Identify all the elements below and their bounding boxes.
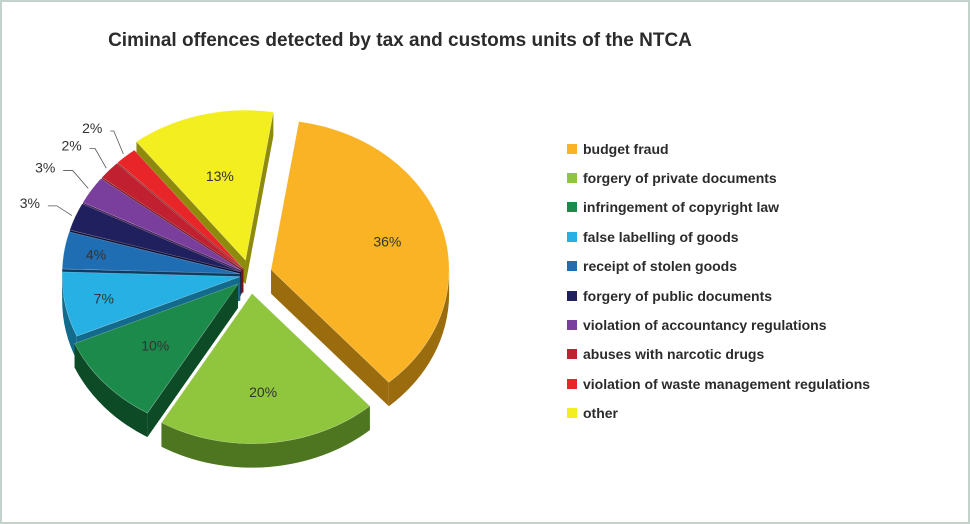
legend-item-forgery-of-private-documents: forgery of private documents — [567, 163, 870, 192]
slice-top-budget-fraud — [270, 121, 450, 383]
data-label-infringement-of-copyright-law: 10% — [141, 337, 169, 353]
data-label-violation-of-waste-management-regulations: 2% — [82, 120, 102, 136]
legend-label-forgery-of-private-documents: forgery of private documents — [583, 170, 777, 187]
legend-swatch-receipt-of-stolen-goods — [567, 261, 577, 272]
legend-label-budget-fraud: budget fraud — [583, 140, 669, 157]
slice-wall-budget-fraud-1 — [271, 269, 389, 407]
data-label-violation-of-accountancy-regulations: 3% — [35, 160, 55, 176]
legend-label-forgery-of-public-documents: forgery of public documents — [583, 287, 773, 304]
legend-swatch-budget-fraud — [567, 143, 577, 154]
slice-top-violation-of-waste-management-regulations — [117, 149, 244, 269]
slice-top-infringement-of-copyright-law — [74, 283, 239, 414]
leader-line-forgery-of-public-documents — [47, 205, 73, 216]
legend-item-violation-of-accountancy-regulations: violation of accountancy regulations — [567, 310, 870, 339]
slice-top-other — [135, 109, 274, 261]
slice-wall-infringement-of-copyright-law-0 — [147, 283, 238, 438]
legend-swatch-forgery-of-public-documents — [567, 290, 577, 301]
legend-label-false-labelling-of-goods: false labelling of goods — [583, 228, 739, 245]
legend-label-receipt-of-stolen-goods: receipt of stolen goods — [583, 258, 738, 275]
legend-item-abuses-with-narcotic-drugs: abuses with narcotic drugs — [567, 340, 870, 369]
slice-rim-forgery-of-private-documents-0 — [161, 406, 370, 468]
data-label-abuses-with-narcotic-drugs: 2% — [61, 137, 81, 153]
data-label-budget-fraud: 36% — [373, 233, 401, 249]
legend-label-abuses-with-narcotic-drugs: abuses with narcotic drugs — [583, 346, 765, 363]
legend-swatch-abuses-with-narcotic-drugs — [567, 349, 577, 360]
legend-swatch-false-labelling-of-goods — [567, 231, 577, 242]
data-label-forgery-of-private-documents: 20% — [249, 384, 277, 400]
legend-item-infringement-of-copyright-law: infringement of copyright law — [567, 193, 870, 222]
slice-infringement-of-copyright-law — [74, 283, 239, 438]
slice-top-forgery-of-public-documents — [69, 203, 241, 273]
slice-top-violation-of-accountancy-regulations — [82, 178, 242, 271]
data-label-other: 13% — [206, 168, 234, 184]
slice-top-forgery-of-private-documents — [161, 293, 371, 444]
legend-label-violation-of-accountancy-regulations: violation of accountancy regulations — [583, 317, 827, 334]
slice-rim-false-labelling-of-goods-0 — [62, 276, 77, 361]
legend-label-other: other — [583, 405, 618, 422]
data-label-receipt-of-stolen-goods: 4% — [86, 246, 106, 262]
slice-budget-fraud — [270, 121, 450, 407]
data-label-forgery-of-public-documents: 3% — [20, 195, 40, 211]
legend-swatch-violation-of-accountancy-regulations — [567, 320, 577, 331]
slice-forgery-of-private-documents — [161, 293, 371, 468]
slice-rim-infringement-of-copyright-law-0 — [74, 343, 148, 438]
slice-rim-budget-fraud-0 — [388, 269, 450, 407]
legend-swatch-forgery-of-private-documents — [567, 173, 577, 184]
legend-item-other: other — [567, 399, 870, 428]
leader-line-violation-of-waste-management-regulations — [110, 130, 124, 155]
legend-label-violation-of-waste-management-regulations: violation of waste management regulation… — [583, 375, 871, 392]
legend-item-violation-of-waste-management-regulations: violation of waste management regulation… — [567, 369, 870, 398]
legend-item-forgery-of-public-documents: forgery of public documents — [567, 281, 870, 310]
slice-top-abuses-with-narcotic-drugs — [101, 162, 243, 270]
legend-swatch-infringement-of-copyright-law — [567, 202, 577, 213]
slice-wall-other-1 — [245, 112, 274, 285]
leader-line-abuses-with-narcotic-drugs — [89, 147, 107, 169]
legend-swatch-violation-of-waste-management-regulations — [567, 378, 577, 389]
legend-item-receipt-of-stolen-goods: receipt of stolen goods — [567, 252, 870, 281]
chart-title: Ciminal offences detected by tax and cus… — [108, 30, 692, 51]
legend-item-budget-fraud: budget fraud — [567, 134, 870, 163]
slice-top-receipt-of-stolen-goods — [61, 231, 241, 274]
leader-line-violation-of-accountancy-regulations — [63, 170, 89, 189]
chart-legend: budget fraud forgery of private documents… — [567, 134, 870, 428]
legend-item-false-labelling-of-goods: false labelling of goods — [567, 222, 870, 251]
slice-top-false-labelling-of-goods — [61, 271, 241, 337]
legend-label-infringement-of-copyright-law: infringement of copyright law — [583, 199, 780, 216]
data-label-false-labelling-of-goods: 7% — [94, 291, 114, 307]
legend-swatch-other — [567, 408, 577, 419]
